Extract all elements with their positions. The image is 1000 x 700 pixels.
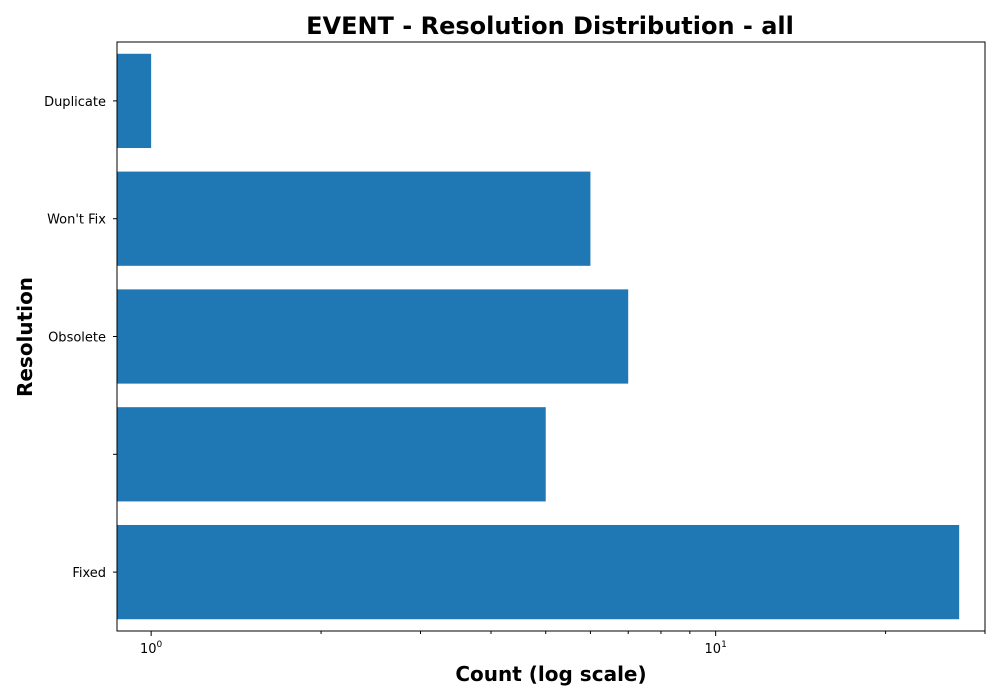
bars-group (117, 53, 960, 620)
bar (117, 171, 591, 266)
y-tick-label: Duplicate (44, 95, 106, 110)
y-axis-label: Resolution (13, 277, 37, 397)
y-tick-label: Fixed (72, 566, 106, 581)
x-axis-ticks: 100 101 (140, 631, 986, 657)
x-axis-label: Count (log scale) (455, 662, 646, 686)
y-tick-label: Obsolete (48, 331, 106, 346)
y-axis-ticks: Duplicate Won't Fix Obsolete Fixed (44, 95, 117, 581)
y-tick-label: Won't Fix (47, 213, 106, 228)
bar (117, 53, 152, 149)
bar (117, 289, 629, 384)
x-tick-label: 101 (705, 640, 727, 657)
bar (117, 524, 960, 620)
bar (117, 407, 546, 502)
x-tick-label: 100 (140, 640, 163, 657)
chart-title: EVENT - Resolution Distribution - all (306, 12, 794, 40)
plot-frame (116, 41, 986, 632)
